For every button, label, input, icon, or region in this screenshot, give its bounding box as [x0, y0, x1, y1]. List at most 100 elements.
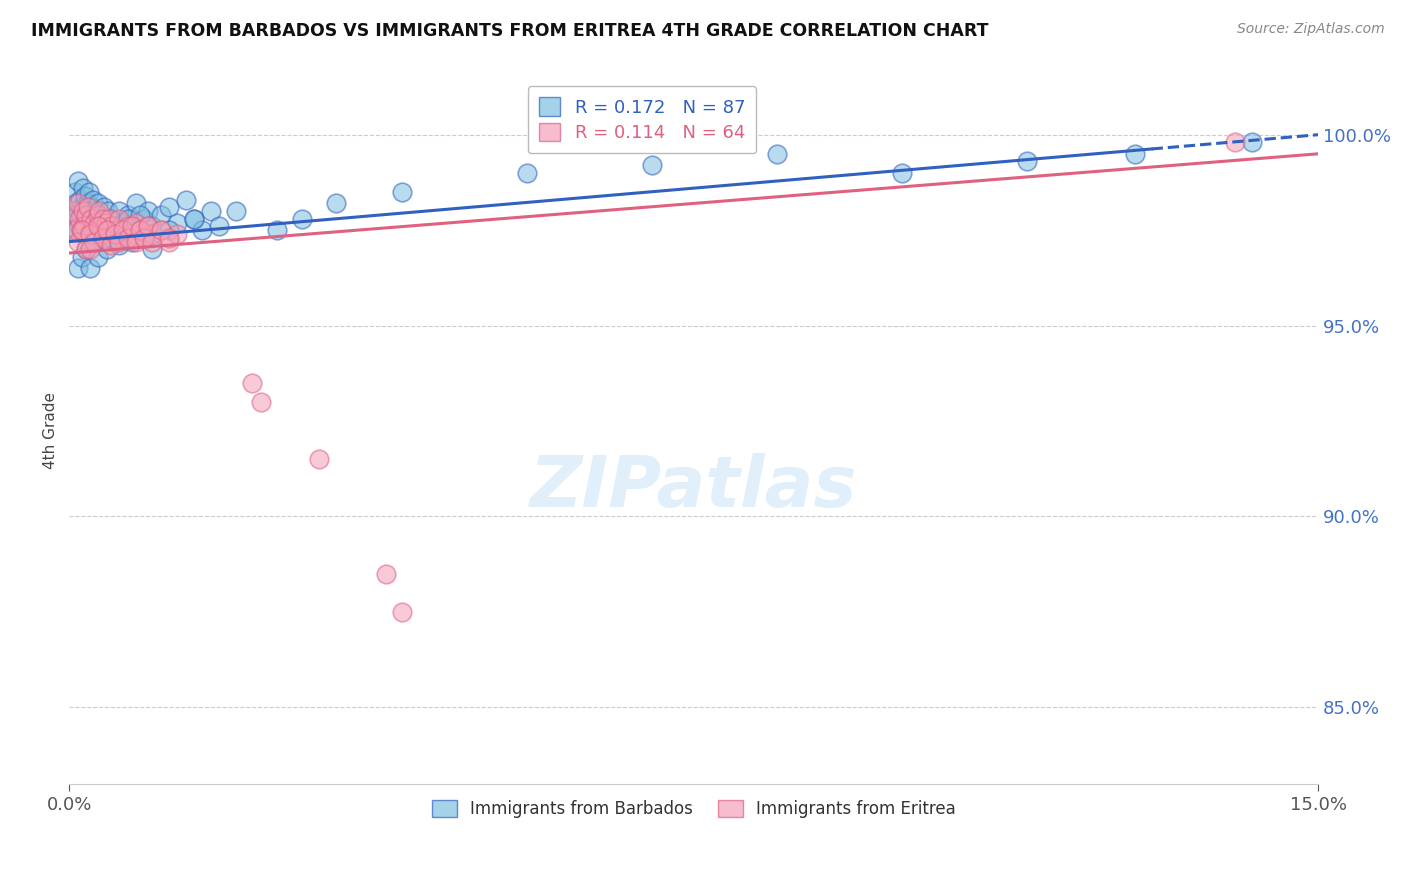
Immigrants from Eritrea	[77, 227, 100, 241]
Immigrants from Barbados	[1123, 146, 1146, 161]
Immigrants from Barbados	[208, 219, 231, 234]
Immigrants from Eritrea	[91, 231, 114, 245]
Immigrants from Eritrea	[249, 395, 271, 409]
Text: IMMIGRANTS FROM BARBADOS VS IMMIGRANTS FROM ERITREA 4TH GRADE CORRELATION CHART: IMMIGRANTS FROM BARBADOS VS IMMIGRANTS F…	[31, 22, 988, 40]
Immigrants from Barbados	[82, 208, 104, 222]
Legend: Immigrants from Barbados, Immigrants from Eritrea: Immigrants from Barbados, Immigrants fro…	[425, 793, 963, 825]
Immigrants from Eritrea	[75, 208, 97, 222]
Immigrants from Eritrea	[98, 211, 121, 226]
Immigrants from Barbados	[108, 238, 131, 252]
Immigrants from Barbados	[183, 211, 205, 226]
Immigrants from Barbados	[129, 208, 152, 222]
Immigrants from Barbados	[108, 204, 131, 219]
Immigrants from Eritrea	[129, 223, 152, 237]
Immigrants from Eritrea	[66, 235, 89, 249]
Immigrants from Eritrea	[70, 223, 93, 237]
Immigrants from Barbados	[98, 219, 121, 234]
Immigrants from Barbados	[157, 200, 180, 214]
Immigrants from Barbados	[516, 166, 538, 180]
Immigrants from Eritrea	[134, 231, 156, 245]
Immigrants from Eritrea	[136, 219, 159, 234]
Immigrants from Barbados	[100, 231, 122, 245]
Immigrants from Barbados	[125, 196, 148, 211]
Immigrants from Barbados	[112, 227, 135, 241]
Immigrants from Barbados	[75, 242, 97, 256]
Immigrants from Barbados	[325, 196, 347, 211]
Immigrants from Barbados	[70, 208, 93, 222]
Immigrants from Eritrea	[75, 242, 97, 256]
Immigrants from Barbados	[70, 250, 93, 264]
Immigrants from Eritrea	[96, 223, 118, 237]
Immigrants from Eritrea	[125, 235, 148, 249]
Immigrants from Barbados	[62, 211, 84, 226]
Immigrants from Eritrea	[79, 242, 101, 256]
Immigrants from Barbados	[83, 235, 105, 249]
Immigrants from Eritrea	[84, 231, 107, 245]
Immigrants from Eritrea	[112, 223, 135, 237]
Immigrants from Eritrea	[80, 211, 103, 226]
Immigrants from Eritrea	[104, 223, 127, 237]
Immigrants from Eritrea	[90, 219, 112, 234]
Immigrants from Eritrea	[96, 223, 118, 237]
Immigrants from Barbados	[94, 227, 117, 241]
Immigrants from Eritrea	[121, 219, 143, 234]
Immigrants from Eritrea	[108, 235, 131, 249]
Immigrants from Barbados	[83, 235, 105, 249]
Immigrants from Barbados	[73, 188, 96, 202]
Immigrants from Barbados	[67, 204, 90, 219]
Immigrants from Barbados	[291, 211, 314, 226]
Immigrants from Barbados	[121, 235, 143, 249]
Immigrants from Barbados	[63, 185, 86, 199]
Immigrants from Eritrea	[157, 231, 180, 245]
Immigrants from Barbados	[134, 211, 156, 226]
Immigrants from Barbados	[76, 223, 98, 237]
Immigrants from Eritrea	[76, 200, 98, 214]
Immigrants from Barbados	[96, 204, 118, 219]
Immigrants from Barbados	[129, 223, 152, 237]
Immigrants from Eritrea	[141, 235, 163, 249]
Immigrants from Barbados	[89, 223, 111, 237]
Immigrants from Eritrea	[149, 223, 172, 237]
Immigrants from Barbados	[104, 223, 127, 237]
Immigrants from Barbados	[641, 158, 664, 172]
Immigrants from Barbados	[112, 215, 135, 229]
Immigrants from Eritrea	[65, 223, 87, 237]
Immigrants from Barbados	[266, 223, 288, 237]
Immigrants from Barbados	[157, 223, 180, 237]
Immigrants from Barbados	[83, 204, 105, 219]
Immigrants from Eritrea	[125, 215, 148, 229]
Immigrants from Barbados	[141, 219, 163, 234]
Immigrants from Barbados	[75, 204, 97, 219]
Immigrants from Eritrea	[79, 227, 101, 241]
Immigrants from Barbados	[200, 204, 222, 219]
Text: ZIPatlas: ZIPatlas	[530, 452, 858, 522]
Immigrants from Eritrea	[83, 215, 105, 229]
Immigrants from Barbados	[69, 193, 91, 207]
Immigrants from Eritrea	[67, 211, 90, 226]
Immigrants from Barbados	[66, 223, 89, 237]
Immigrants from Eritrea	[117, 219, 139, 234]
Immigrants from Barbados	[79, 231, 101, 245]
Immigrants from Eritrea	[91, 211, 114, 226]
Immigrants from Eritrea	[242, 376, 264, 390]
Immigrants from Barbados	[77, 211, 100, 226]
Immigrants from Barbados	[391, 185, 413, 199]
Immigrants from Barbados	[66, 261, 89, 276]
Text: Source: ZipAtlas.com: Source: ZipAtlas.com	[1237, 22, 1385, 37]
Immigrants from Eritrea	[82, 223, 104, 237]
Immigrants from Eritrea	[70, 223, 93, 237]
Immigrants from Eritrea	[83, 235, 105, 249]
Immigrants from Barbados	[67, 219, 90, 234]
Immigrants from Barbados	[82, 193, 104, 207]
Immigrants from Barbados	[73, 215, 96, 229]
Immigrants from Eritrea	[157, 235, 180, 249]
Immigrants from Eritrea	[149, 223, 172, 237]
Immigrants from Eritrea	[73, 219, 96, 234]
Immigrants from Eritrea	[117, 231, 139, 245]
Immigrants from Barbados	[104, 219, 127, 234]
Immigrants from Barbados	[72, 181, 94, 195]
Y-axis label: 4th Grade: 4th Grade	[44, 392, 58, 469]
Immigrants from Barbados	[125, 223, 148, 237]
Immigrants from Eritrea	[121, 227, 143, 241]
Immigrants from Eritrea	[93, 227, 115, 241]
